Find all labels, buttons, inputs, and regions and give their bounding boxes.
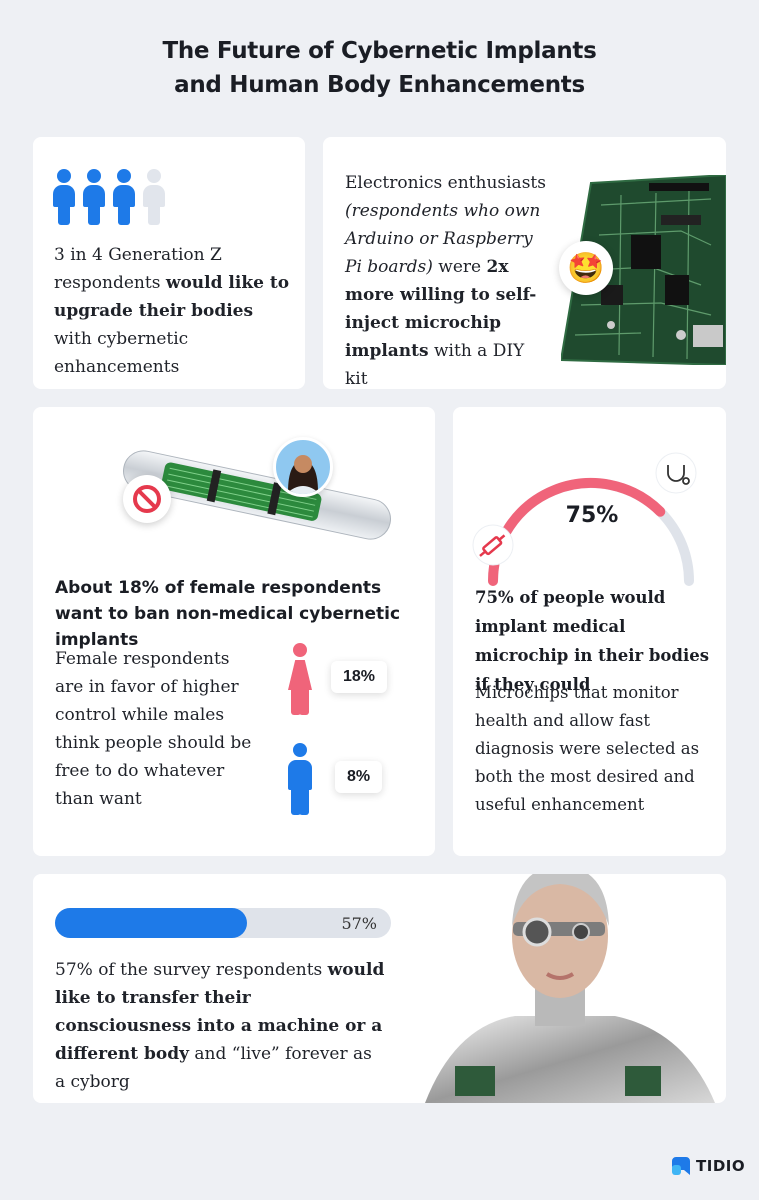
medical-microchip-card: 75% 75% of people would implant medical … <box>453 407 726 856</box>
tidio-logo: TIDIO <box>672 1157 745 1175</box>
consciousness-text-plain-2: and “live” forever as a cyborg <box>55 1044 372 1092</box>
gauge-chart <box>472 452 697 586</box>
implant-capsule-image <box>123 450 391 540</box>
electronics-card: Electronics enthusiasts (respondents who… <box>323 137 726 389</box>
consciousness-text-bold: would like to transfer their consciousne… <box>55 960 385 1064</box>
circuit-board-image <box>561 175 726 365</box>
page-title: The Future of Cybernetic Implants and Hu… <box>0 34 759 102</box>
female-value-badge: 18% <box>331 661 388 693</box>
person-icon <box>143 169 165 225</box>
tidio-logo-icon <box>672 1157 690 1175</box>
male-value-badge: 8% <box>335 761 383 793</box>
genz-text: 3 in 4 Generation Z respondents would li… <box>54 241 294 381</box>
title-line-1: The Future of Cybernetic Implants <box>162 38 597 64</box>
person-icon <box>53 169 75 225</box>
progress-label: 57% <box>341 914 377 933</box>
person-icon <box>83 169 105 225</box>
star-struck-emoji-badge: 🤩 <box>559 241 613 295</box>
electronics-text-plain-2: were <box>432 257 487 277</box>
person-icon <box>113 169 135 225</box>
genz-card: 3 in 4 Generation Z respondents would li… <box>33 137 305 389</box>
female-respondents-card: About 18% of female respondents want to … <box>33 407 435 856</box>
electronics-text-italic: (respondents who own Arduino or Raspberr… <box>345 201 541 277</box>
electronics-text-plain-1: Electronics enthusiasts <box>345 173 546 193</box>
electronics-text-bold: 2x more willing to self-inject microchip… <box>345 257 537 361</box>
people-figures <box>53 169 165 225</box>
gauge-value: 75% <box>565 503 619 528</box>
female-body-text: Female respondents are in favor of highe… <box>55 649 252 809</box>
consciousness-text: 57% of the survey respondents would like… <box>55 956 385 1096</box>
cyborg-woman-image <box>425 874 715 1103</box>
medical-body-text: Microchips that monitor health and allow… <box>475 683 700 814</box>
male-figure-icon <box>286 743 314 815</box>
genz-text-bold: would like to upgrade their bodies <box>54 273 290 321</box>
tidio-logo-text: TIDIO <box>696 1157 746 1175</box>
ban-icon <box>123 475 171 523</box>
genz-text-plain-1: 3 in 4 Generation Z respondents <box>54 245 222 293</box>
consciousness-card: 57% 57% of the survey respondents would … <box>33 874 726 1103</box>
genz-text-plain-2: with cybernetic enhancements <box>54 329 189 377</box>
progress-bar: 57% <box>55 908 391 938</box>
progress-bar-fill <box>55 908 247 938</box>
stethoscope-icon <box>655 452 697 494</box>
title-line-2: and Human Body Enhancements <box>174 72 585 98</box>
female-heading: About 18% of female respondents want to … <box>55 578 401 650</box>
medical-heading: 75% of people would implant medical micr… <box>475 588 710 694</box>
female-avatar <box>273 437 333 497</box>
female-figure-icon <box>286 643 314 715</box>
syringe-icon <box>472 524 514 566</box>
electronics-text: Electronics enthusiasts (respondents who… <box>345 169 550 389</box>
star-struck-emoji-icon: 🤩 <box>567 250 605 286</box>
consciousness-text-plain-1: 57% of the survey respondents <box>55 960 328 980</box>
electronics-text-plain-3: with a DIY kit <box>345 341 525 389</box>
